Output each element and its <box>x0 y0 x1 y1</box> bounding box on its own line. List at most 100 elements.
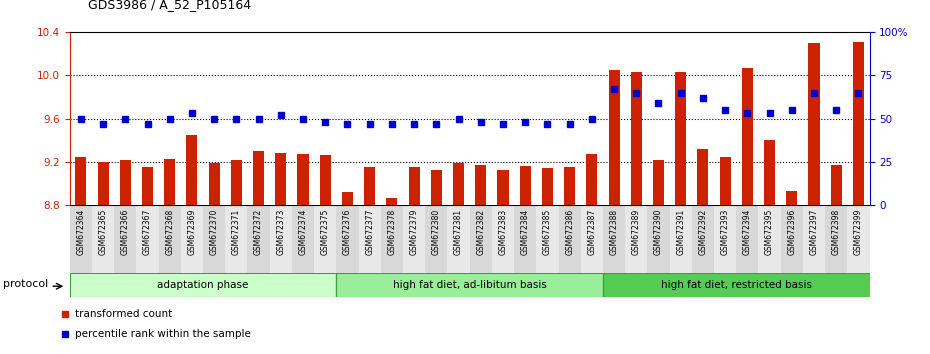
Bar <box>780 205 803 273</box>
Bar <box>386 198 397 205</box>
Bar <box>647 205 670 273</box>
Bar <box>253 151 264 205</box>
Text: GSM672366: GSM672366 <box>121 209 130 255</box>
Bar <box>408 167 419 205</box>
Bar <box>247 205 270 273</box>
Bar <box>786 191 797 205</box>
Text: GSM672365: GSM672365 <box>99 209 108 255</box>
Bar <box>542 169 553 205</box>
Bar <box>603 273 870 297</box>
Bar <box>337 205 359 273</box>
Text: GSM672383: GSM672383 <box>498 209 508 255</box>
Text: GSM672369: GSM672369 <box>188 209 196 255</box>
Bar <box>737 205 759 273</box>
Text: GSM672390: GSM672390 <box>654 209 663 255</box>
Bar <box>608 70 619 205</box>
Text: GSM672378: GSM672378 <box>388 209 396 255</box>
Bar <box>559 205 580 273</box>
Text: GSM672386: GSM672386 <box>565 209 574 255</box>
Text: adaptation phase: adaptation phase <box>157 280 248 290</box>
Text: GSM672370: GSM672370 <box>209 209 219 255</box>
Bar <box>314 205 337 273</box>
Bar <box>847 205 870 273</box>
Text: GSM672382: GSM672382 <box>476 209 485 255</box>
Bar <box>165 159 175 205</box>
Bar <box>98 162 109 205</box>
Text: GSM672364: GSM672364 <box>76 209 86 255</box>
Bar <box>225 205 247 273</box>
Bar <box>764 140 775 205</box>
Bar <box>320 155 331 205</box>
Text: GSM672371: GSM672371 <box>232 209 241 255</box>
Bar <box>70 205 92 273</box>
Bar <box>180 205 203 273</box>
Bar <box>565 167 575 205</box>
Bar <box>114 205 137 273</box>
Text: GSM672376: GSM672376 <box>343 209 352 255</box>
Bar <box>75 156 86 205</box>
Text: GDS3986 / A_52_P105164: GDS3986 / A_52_P105164 <box>88 0 251 11</box>
Bar <box>447 205 470 273</box>
Text: GSM672379: GSM672379 <box>409 209 418 255</box>
Bar <box>520 166 531 205</box>
Bar <box>292 205 314 273</box>
Bar <box>759 205 780 273</box>
Text: GSM672372: GSM672372 <box>254 209 263 255</box>
Text: GSM672393: GSM672393 <box>721 209 730 255</box>
Text: GSM672399: GSM672399 <box>854 209 863 255</box>
Text: GSM672397: GSM672397 <box>809 209 818 255</box>
Text: GSM672391: GSM672391 <box>676 209 685 255</box>
Bar <box>159 205 180 273</box>
Text: protocol: protocol <box>4 279 48 289</box>
Text: GSM672373: GSM672373 <box>276 209 286 255</box>
Text: high fat diet, restricted basis: high fat diet, restricted basis <box>660 280 812 290</box>
Text: GSM672374: GSM672374 <box>299 209 308 255</box>
Bar <box>142 167 153 205</box>
Bar <box>825 205 847 273</box>
Bar <box>586 154 597 205</box>
Bar <box>365 167 375 205</box>
Bar <box>492 205 514 273</box>
Text: GSM672392: GSM672392 <box>698 209 708 255</box>
Text: GSM672368: GSM672368 <box>166 209 174 255</box>
Text: GSM672388: GSM672388 <box>609 209 618 255</box>
Bar <box>186 135 197 205</box>
Bar <box>431 170 442 205</box>
Text: GSM672375: GSM672375 <box>321 209 330 255</box>
Bar <box>270 205 292 273</box>
Text: GSM672394: GSM672394 <box>743 209 751 255</box>
Bar <box>514 205 537 273</box>
Bar <box>137 205 159 273</box>
Bar <box>337 273 603 297</box>
Bar <box>625 205 647 273</box>
Bar <box>403 205 425 273</box>
Bar <box>580 205 603 273</box>
Bar <box>670 205 692 273</box>
Text: GSM672380: GSM672380 <box>432 209 441 255</box>
Bar <box>537 205 559 273</box>
Bar <box>425 205 447 273</box>
Bar <box>803 205 825 273</box>
Text: percentile rank within the sample: percentile rank within the sample <box>75 329 251 339</box>
Bar <box>470 205 492 273</box>
Text: GSM672377: GSM672377 <box>365 209 374 255</box>
Text: GSM672398: GSM672398 <box>831 209 841 255</box>
Bar <box>342 192 353 205</box>
Text: GSM672387: GSM672387 <box>588 209 596 255</box>
Bar <box>653 160 664 205</box>
Bar <box>203 205 225 273</box>
Text: transformed count: transformed count <box>75 309 172 319</box>
Text: GSM672396: GSM672396 <box>788 209 796 255</box>
Bar <box>70 273 337 297</box>
Bar <box>453 163 464 205</box>
Text: GSM672384: GSM672384 <box>521 209 530 255</box>
Bar <box>380 205 403 273</box>
Bar <box>498 170 509 205</box>
Bar <box>714 205 737 273</box>
Bar <box>698 149 709 205</box>
Bar <box>231 160 242 205</box>
Bar <box>120 160 131 205</box>
Bar <box>275 153 286 205</box>
Bar <box>92 205 114 273</box>
Bar <box>692 205 714 273</box>
